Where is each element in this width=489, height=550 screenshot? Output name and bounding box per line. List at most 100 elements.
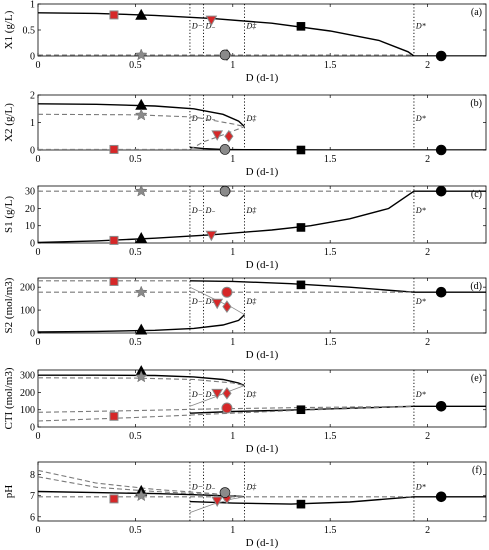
x-tick-label: 2 — [425, 431, 430, 442]
x-axis-label: D (d-1) — [246, 72, 279, 84]
y-tick-label: 8 — [30, 470, 35, 481]
plot-frame — [37, 369, 487, 428]
triangle-down-marker — [211, 130, 224, 141]
y-tick-label: 30 — [25, 187, 35, 198]
circle-marker — [435, 286, 447, 298]
panel-tag: (a) — [471, 7, 482, 18]
panel-4: 0 0.5 1 1.5 2 0 100 200 D− D₋ D‡ D* (d) D (d-1) S2 (mo… — [3, 276, 487, 361]
x-tick-label: 2 — [425, 525, 430, 536]
y-tick-label: 10 — [25, 221, 35, 232]
square-marker — [296, 145, 306, 155]
x-tick-label: 1.5 — [324, 154, 337, 165]
y-tick-label: 100 — [20, 306, 35, 317]
panel-1: 0 0.5 1 1.5 2 0 0.5 1 D− D₋ D‡ D* (a) D (d-1) X1 (g/L) — [3, 0, 487, 84]
series-line — [189, 280, 486, 293]
square-marker — [109, 235, 119, 245]
panel-5: 0 0.5 1 1.5 2 0 100 200 300 D− D₋ D‡ D* (e) D (d-1) CTI… — [3, 365, 487, 455]
square-marker — [296, 280, 306, 290]
threshold-label: D* — [415, 21, 426, 30]
triangle-down-marker — [211, 496, 224, 508]
x-tick-label: 0 — [36, 337, 41, 348]
series-line — [38, 126, 245, 150]
circle-marker — [435, 144, 447, 156]
series-line — [38, 405, 414, 422]
x-tick-label: 1.5 — [324, 60, 337, 71]
x-tick-label: 1 — [230, 525, 235, 536]
y-tick-label: 0 — [30, 146, 35, 157]
square-marker — [109, 144, 119, 154]
y-tick-label: 200 — [20, 388, 35, 399]
triangle-down-marker — [205, 230, 218, 242]
plot-frame — [37, 277, 487, 334]
x-axis-label: D (d-1) — [246, 537, 279, 549]
x-tick-label: 0.5 — [129, 337, 142, 348]
y-axis-label: S1 (g/L) — [3, 196, 15, 233]
y-axis-label: X2 (g/L) — [3, 103, 15, 142]
y-axis-label: X1 (g/L) — [3, 10, 15, 49]
x-tick-label: 0.5 — [129, 60, 142, 71]
y-tick-label: 1 — [30, 118, 35, 129]
triangle-marker — [135, 98, 148, 110]
y-axis-label: CTI (mol/m3) — [3, 367, 15, 429]
triangle-down-marker — [211, 298, 224, 310]
y-tick-label: 7 — [30, 491, 35, 502]
threshold-label: D* — [415, 297, 426, 306]
series-line — [38, 103, 245, 128]
x-tick-label: 0.5 — [129, 431, 142, 442]
x-tick-label: 1 — [230, 431, 235, 442]
y-tick-label: 6 — [30, 512, 35, 523]
panel-6: 0 0.5 1 1.5 2 6 7 8 D− D₋ D‡ D* (f) D (d-1) pH — [3, 461, 487, 549]
threshold-label: D− — [191, 390, 203, 399]
y-tick-label: 0 — [30, 423, 35, 434]
star-marker — [134, 370, 148, 383]
threshold-label: D₋ — [205, 297, 216, 306]
threshold-label: D₋ — [205, 390, 216, 399]
threshold-label: D‡ — [245, 206, 257, 215]
series-line — [189, 286, 245, 316]
triangle-marker — [135, 8, 148, 20]
y-tick-label: 200 — [20, 283, 35, 294]
square-marker — [296, 22, 306, 31]
threshold-label: D‡ — [245, 390, 257, 399]
y-axis-label: S2 (mol/m3) — [3, 277, 15, 333]
diamond-marker — [222, 300, 232, 313]
x-tick-label: 2 — [425, 154, 430, 165]
plot-frame — [37, 185, 487, 244]
panel-tag: (c) — [471, 189, 482, 200]
series-line — [38, 12, 486, 56]
star-marker — [134, 489, 148, 502]
y-tick-label: 1 — [30, 0, 35, 11]
circle-marker — [219, 49, 231, 61]
threshold-label: D₋ — [205, 21, 216, 30]
circle-marker — [435, 185, 447, 197]
diamond-marker — [222, 386, 232, 400]
x-tick-label: 0 — [36, 60, 41, 71]
x-tick-label: 1.5 — [324, 431, 337, 442]
star-marker — [134, 48, 148, 61]
threshold-label: D* — [415, 114, 426, 123]
y-tick-label: 2 — [30, 91, 35, 102]
threshold-label: D* — [415, 483, 426, 492]
panel-tag: (d) — [470, 281, 482, 292]
x-tick-label: 1.5 — [324, 525, 337, 536]
threshold-label: D‡ — [245, 114, 257, 123]
threshold-label: D₋ — [205, 114, 216, 123]
x-axis-label: D (d-1) — [246, 259, 279, 271]
square-marker — [109, 276, 119, 286]
star-marker — [134, 184, 148, 197]
circle-marker — [221, 402, 233, 414]
threshold-label: D‡ — [245, 21, 257, 30]
diamond-marker — [224, 129, 234, 143]
x-tick-label: 1 — [230, 337, 235, 348]
x-tick-label: 0 — [36, 431, 41, 442]
series-line — [38, 190, 486, 243]
series-group — [38, 280, 486, 333]
y-tick-label: 0.5 — [23, 26, 36, 37]
series-line — [189, 146, 486, 150]
threshold-label: D₋ — [205, 483, 216, 492]
threshold-label: D− — [191, 21, 203, 30]
square-marker — [109, 494, 119, 504]
star-marker — [134, 108, 148, 121]
